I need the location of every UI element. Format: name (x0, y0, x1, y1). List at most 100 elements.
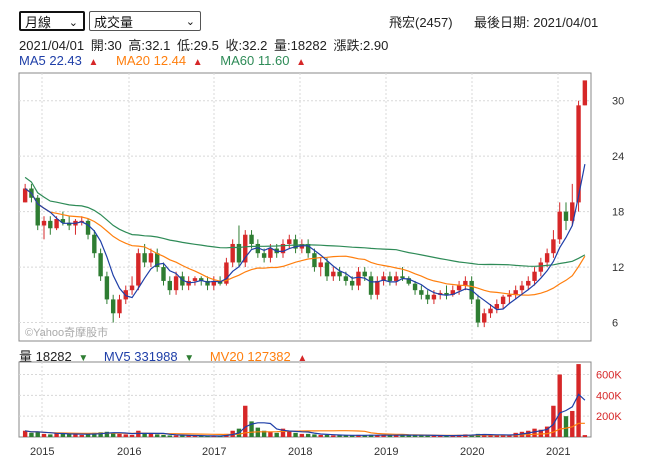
volume-bar (243, 405, 248, 437)
indicator-select-value: 成交量 (94, 14, 134, 30)
volume-bar (387, 435, 393, 437)
quote-close: 收:32.2 (225, 38, 268, 53)
price-tick-label: 18 (612, 207, 624, 219)
mv20-line (25, 422, 585, 437)
volume-bar (104, 431, 110, 437)
volume-bar (431, 435, 437, 437)
volume-bar (324, 434, 330, 437)
volume-bar (538, 429, 544, 437)
vol-label: 量 18282 (19, 349, 72, 364)
volume-bar (22, 430, 28, 437)
volume-tick-label: 600K (596, 370, 622, 382)
volume-bar (66, 433, 72, 437)
volume-bar (406, 435, 411, 437)
volume-bar (582, 435, 588, 437)
candle-body (192, 278, 198, 281)
candle-body (570, 202, 575, 221)
candle-body (230, 243, 235, 263)
quote-date: 2021/04/01 (19, 38, 85, 53)
ma60-line (24, 176, 586, 267)
volume-bar (29, 432, 34, 437)
volume-bar (180, 435, 185, 437)
candle-body (488, 308, 493, 314)
mv5-label: MV5 331988 (103, 349, 178, 364)
volume-bar (199, 435, 204, 437)
volume-bar (375, 435, 380, 437)
candle-body (393, 276, 399, 281)
candle-body (406, 278, 411, 284)
price-tick-label: 24 (612, 151, 624, 163)
candle-body (419, 290, 424, 295)
volume-bar (362, 435, 367, 437)
candle-body (261, 253, 267, 258)
candle-body (538, 262, 544, 272)
ma20-label: MA20 12.44 (116, 53, 187, 68)
ma60-label: MA60 11.60 (220, 53, 290, 68)
volume-tick-label: 400K (596, 390, 622, 402)
vol-down-icon: ▼ (78, 353, 89, 364)
volume-bar (532, 428, 537, 437)
volume-bar (192, 435, 198, 437)
candle-body (551, 239, 556, 254)
volume-bar (85, 433, 91, 437)
candle-body (475, 299, 481, 323)
candle-body (368, 276, 374, 295)
quote-row: 2021/04/01 開:30 高:32.1 低:29.5 收:32.2 量:1… (19, 35, 391, 54)
chevron-down-icon: ⌄ (185, 16, 195, 28)
candle-body (167, 280, 172, 291)
indicator-select[interactable]: 成交量 ⌄ (89, 11, 201, 31)
volume-bar (148, 433, 154, 437)
volume-bar (293, 432, 298, 437)
candle-body (544, 253, 550, 263)
candle-body (287, 239, 292, 244)
candle-body (463, 280, 468, 286)
candle-body (312, 253, 317, 268)
candle-body (507, 294, 512, 297)
period-select[interactable]: 月線 ⌄ (19, 11, 85, 31)
candle-body (155, 253, 160, 268)
candle-body (356, 271, 361, 286)
candle-body (41, 220, 47, 226)
volume-bar (287, 430, 292, 437)
volume-bar (186, 435, 191, 437)
x-tick-label: 2018 (288, 446, 312, 458)
volume-bar (92, 432, 97, 437)
volume-bar (98, 432, 103, 437)
volume-bar (343, 435, 349, 437)
volume-tick-label: 200K (596, 411, 622, 423)
mv20-label: MV20 127382 (209, 349, 291, 364)
mv20-up-icon: ▲ (297, 353, 308, 364)
volume-bar (557, 374, 562, 437)
candle-body (54, 219, 59, 229)
candle-body (444, 292, 449, 295)
price-tick-label: 12 (612, 262, 624, 274)
x-tick-label: 2016 (117, 446, 141, 458)
x-tick-label: 2019 (374, 446, 398, 458)
quote-low: 低:29.5 (176, 38, 219, 53)
quote-open: 開:30 (90, 38, 122, 53)
candle-body (349, 280, 355, 286)
ma20-line (24, 188, 586, 296)
candle-body (142, 253, 147, 263)
volume-bar (261, 430, 267, 437)
quote-change: 漲跌:2.90 (333, 38, 389, 53)
candle-body (337, 271, 342, 277)
candle-body (425, 294, 430, 300)
x-tick-label: 2017 (202, 446, 226, 458)
candle-body (375, 280, 380, 295)
candle-body (35, 197, 40, 226)
candle-body (224, 262, 229, 284)
x-tick-label: 2020 (460, 446, 484, 458)
volume-bar (349, 435, 355, 437)
candle-body (305, 243, 311, 254)
ma5-label: MA5 22.43 (19, 53, 82, 68)
candle-body (236, 243, 242, 263)
volume-bar (129, 434, 135, 437)
volume-bar (117, 433, 122, 437)
volume-bar (488, 435, 493, 437)
candle-body (199, 278, 204, 281)
volume-bar (173, 435, 179, 437)
candle-body (563, 211, 569, 221)
volume-legend: 量 18282 ▼ MV5 331988 ▼ MV20 127382 ▲ (19, 346, 310, 365)
